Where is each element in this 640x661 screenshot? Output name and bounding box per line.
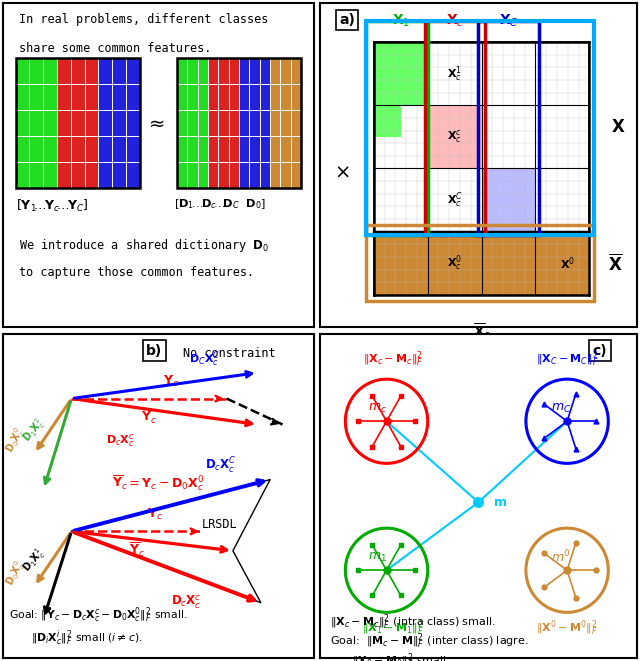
Text: No constraint: No constraint bbox=[183, 347, 276, 360]
Text: $\mathbf{X}_c^1$: $\mathbf{X}_c^1$ bbox=[447, 64, 462, 83]
Bar bbox=[374, 42, 589, 295]
Bar bbox=[424, 21, 484, 235]
Text: $\mathbf{D}_c\mathbf{X}_c^c$: $\mathbf{D}_c\mathbf{X}_c^c$ bbox=[106, 432, 134, 449]
Text: $\overline{\mathbf{X}}_c$: $\overline{\mathbf{X}}_c$ bbox=[472, 321, 491, 340]
Bar bbox=[15, 58, 140, 188]
Text: $\|\mathbf{X}_c - \mathbf{M}_c\|_F^2$ (intra class) small.: $\|\mathbf{X}_c - \mathbf{M}_c\|_F^2$ (i… bbox=[330, 612, 495, 632]
Text: $\mathbf{X}_C$: $\mathbf{X}_C$ bbox=[499, 13, 518, 29]
Text: $\mathbf{D}_c\mathbf{X}_c^C$: $\mathbf{D}_c\mathbf{X}_c^C$ bbox=[205, 456, 237, 477]
Text: a): a) bbox=[339, 13, 355, 27]
Text: $\mathbf{X}$: $\mathbf{X}$ bbox=[611, 118, 626, 136]
Bar bbox=[366, 225, 594, 301]
Bar bbox=[177, 58, 208, 188]
Text: $\|\mathbf{X}_0 - \mathbf{M}_0\|_F^2$ small.: $\|\mathbf{X}_0 - \mathbf{M}_0\|_F^2$ sm… bbox=[352, 651, 450, 661]
Text: $\overline{\mathbf{X}}$: $\overline{\mathbf{X}}$ bbox=[608, 253, 623, 274]
Bar bbox=[208, 58, 239, 188]
Text: share some common features.: share some common features. bbox=[19, 42, 211, 55]
Text: $[\mathbf{Y}_1\!\ldots\!\mathbf{Y}_c\!\ldots\!\mathbf{Y}_C]$: $[\mathbf{Y}_1\!\ldots\!\mathbf{Y}_c\!\l… bbox=[15, 198, 88, 214]
Bar bbox=[428, 105, 481, 169]
Text: We introduce a shared dictionary $\mathbf{D}_0$: We introduce a shared dictionary $\mathb… bbox=[19, 237, 269, 254]
Bar bbox=[366, 21, 428, 235]
Text: m: m bbox=[494, 496, 508, 509]
Text: $\mathbf{D}_1\mathbf{X}_c^1$: $\mathbf{D}_1\mathbf{X}_c^1$ bbox=[19, 545, 49, 576]
Bar bbox=[366, 21, 594, 235]
Text: $\mathbf{D}_0\mathbf{X}_c^0$: $\mathbf{D}_0\mathbf{X}_c^0$ bbox=[2, 558, 29, 589]
Text: c): c) bbox=[593, 344, 607, 358]
Text: to capture those common features.: to capture those common features. bbox=[19, 266, 254, 279]
Text: $\mathbf{Y}_c$: $\mathbf{Y}_c$ bbox=[163, 373, 179, 389]
Text: $\mathbf{X}_c^0$: $\mathbf{X}_c^0$ bbox=[447, 253, 462, 273]
Text: $\overline{\mathbf{Y}}_c = \mathbf{Y}_c - \mathbf{D}_0\mathbf{X}_c^0$: $\overline{\mathbf{Y}}_c = \mathbf{Y}_c … bbox=[112, 473, 205, 492]
Text: $m_1$: $m_1$ bbox=[367, 551, 387, 564]
Text: $\|\mathbf{X}_1 - \mathbf{M}_1\|_F^2$: $\|\mathbf{X}_1 - \mathbf{M}_1\|_F^2$ bbox=[362, 619, 424, 639]
Text: $\mathbf{Y}_c$: $\mathbf{Y}_c$ bbox=[147, 506, 163, 522]
Text: In real problems, different classes: In real problems, different classes bbox=[19, 13, 268, 26]
Bar bbox=[270, 58, 301, 188]
Bar bbox=[99, 58, 140, 188]
Text: $\mathbf{X}^0$: $\mathbf{X}^0$ bbox=[560, 255, 575, 272]
Text: $\mathbf{X}_1$: $\mathbf{X}_1$ bbox=[392, 13, 410, 29]
Text: $\mathbf{X}_c$: $\mathbf{X}_c$ bbox=[445, 13, 463, 29]
Bar bbox=[57, 58, 99, 188]
Text: $\mathbf{D}_1\mathbf{X}_c^1$: $\mathbf{D}_1\mathbf{X}_c^1$ bbox=[19, 416, 49, 446]
Bar bbox=[177, 58, 301, 188]
Text: $\mathbf{X}_c^c$: $\mathbf{X}_c^c$ bbox=[447, 128, 462, 145]
Text: $m_C$: $m_C$ bbox=[550, 402, 571, 415]
Text: $\mathbf{D}_c\mathbf{X}_c^c$: $\mathbf{D}_c\mathbf{X}_c^c$ bbox=[171, 594, 201, 611]
Text: LRSDL: LRSDL bbox=[202, 518, 237, 531]
Text: $\|\mathbf{X}^0 - \mathbf{M}^0\|_F^2$: $\|\mathbf{X}^0 - \mathbf{M}^0\|_F^2$ bbox=[536, 619, 598, 639]
Bar bbox=[239, 58, 270, 188]
Text: $\mathbf{D}_C\mathbf{X}_c^C$: $\mathbf{D}_C\mathbf{X}_c^C$ bbox=[189, 350, 221, 369]
Bar bbox=[479, 21, 539, 235]
Text: $\|\mathbf{X}_c - \mathbf{M}_c\|_F^2$: $\|\mathbf{X}_c - \mathbf{M}_c\|_F^2$ bbox=[363, 350, 423, 369]
Bar bbox=[15, 58, 57, 188]
Text: $\mathbf{D}_0\mathbf{X}_c^0$: $\mathbf{D}_0\mathbf{X}_c^0$ bbox=[2, 425, 29, 456]
Text: $\|\mathbf{X}_C - \mathbf{M}_C\|_F^2$: $\|\mathbf{X}_C - \mathbf{M}_C\|_F^2$ bbox=[536, 350, 598, 369]
Text: Goal:  $\|\mathbf{M}_c - \mathbf{M}\|_F^2$ (inter class) lagre.: Goal: $\|\mathbf{M}_c - \mathbf{M}\|_F^2… bbox=[330, 632, 528, 651]
Bar bbox=[481, 169, 509, 200]
Bar bbox=[374, 105, 401, 137]
Text: $\times$: $\times$ bbox=[334, 162, 350, 181]
Bar bbox=[428, 105, 454, 137]
Text: b): b) bbox=[146, 344, 162, 358]
Bar bbox=[374, 231, 589, 295]
Text: $\|\mathbf{D}_i\mathbf{X}_c^i\|_F^2$ small $(i \neq c)$.: $\|\mathbf{D}_i\mathbf{X}_c^i\|_F^2$ sma… bbox=[31, 629, 143, 648]
Text: $\mathbf{X}_c^C$: $\mathbf{X}_c^C$ bbox=[447, 190, 463, 210]
Text: $m_c$: $m_c$ bbox=[367, 402, 387, 415]
Bar bbox=[481, 169, 536, 231]
Bar bbox=[374, 42, 428, 105]
Text: $\overline{\mathbf{Y}}_c$: $\overline{\mathbf{Y}}_c$ bbox=[129, 541, 145, 559]
Text: $\approx$: $\approx$ bbox=[145, 114, 165, 133]
Text: $[\mathbf{D}_1\!\ldots\!\mathbf{D}_c\!\ldots\!\mathbf{D}_C\ \ \mathbf{D}_0]$: $[\mathbf{D}_1\!\ldots\!\mathbf{D}_c\!\l… bbox=[174, 198, 266, 212]
Text: Goal: $\|\mathbf{Y}_c - \mathbf{D}_c\mathbf{X}_c^c - \mathbf{D}_0\mathbf{X}_c^0\: Goal: $\|\mathbf{Y}_c - \mathbf{D}_c\mat… bbox=[10, 606, 188, 625]
Text: $m^0$: $m^0$ bbox=[551, 549, 571, 566]
Text: $\overline{\mathbf{Y}}_c$: $\overline{\mathbf{Y}}_c$ bbox=[141, 408, 157, 426]
